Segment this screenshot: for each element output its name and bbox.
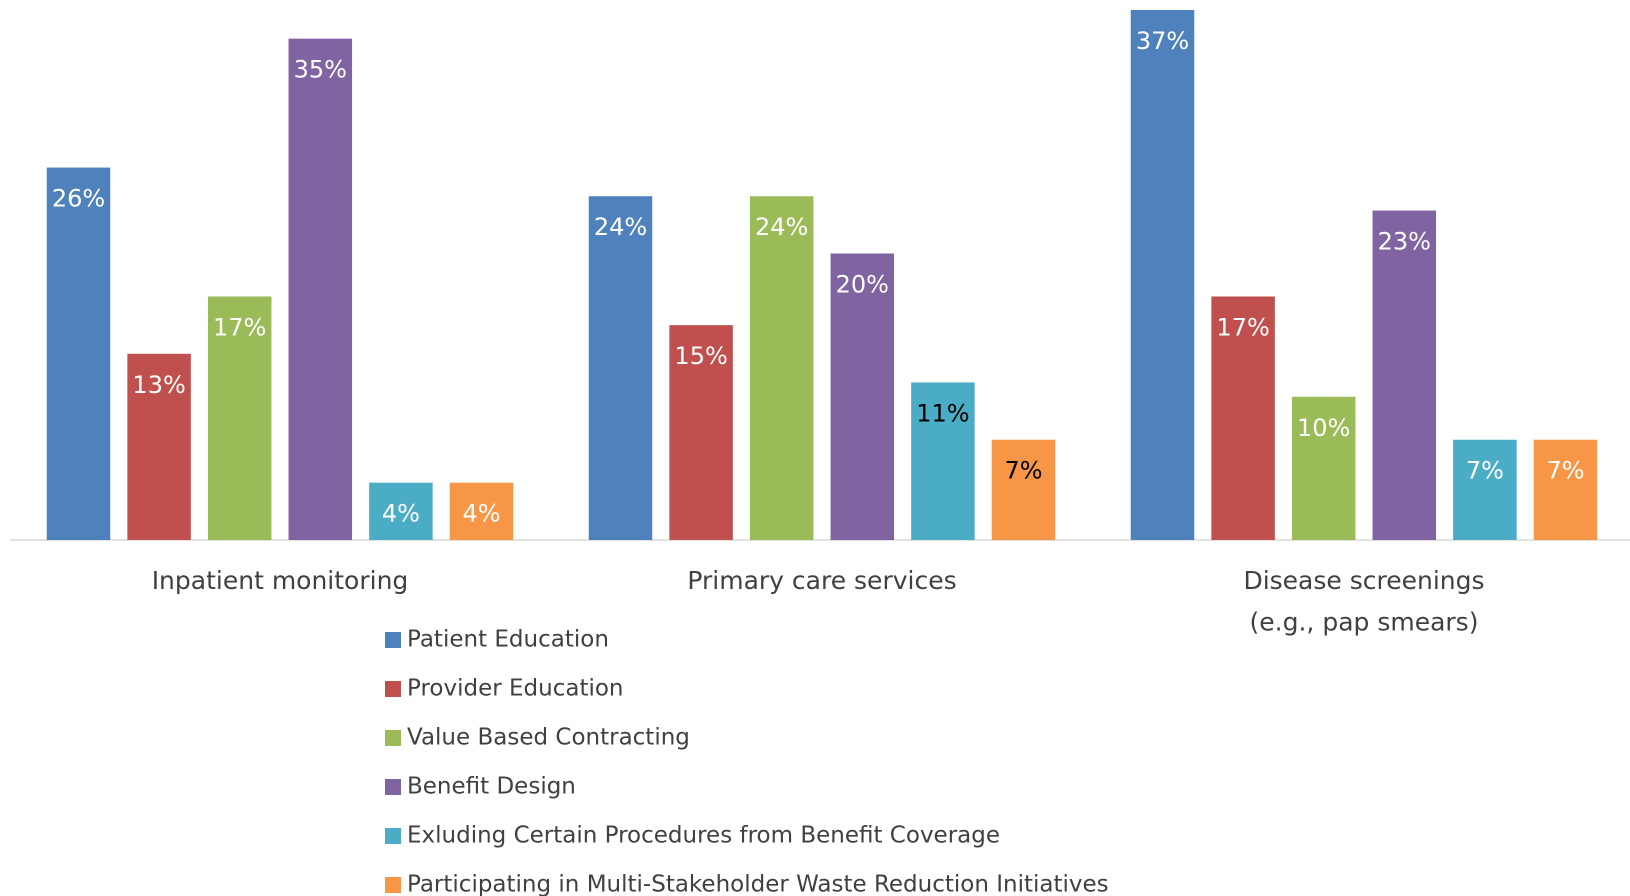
data-label: 7% bbox=[1546, 457, 1584, 485]
data-label: 35% bbox=[294, 56, 347, 84]
bar bbox=[449, 482, 514, 540]
bar bbox=[288, 38, 353, 540]
legend-label: Participating in Multi-Stakeholder Waste… bbox=[407, 872, 1109, 896]
data-label: 24% bbox=[594, 213, 647, 241]
legend-swatch bbox=[385, 681, 401, 697]
legend-label: Provider Education bbox=[407, 676, 624, 702]
bar bbox=[830, 253, 895, 540]
data-label: 17% bbox=[213, 313, 266, 341]
bar bbox=[1453, 439, 1517, 540]
data-label: 23% bbox=[1378, 228, 1431, 256]
data-label: 7% bbox=[1466, 457, 1504, 485]
bar bbox=[1372, 210, 1437, 541]
data-label: 7% bbox=[1004, 457, 1042, 485]
data-label: 4% bbox=[462, 500, 500, 528]
bar bbox=[911, 382, 975, 540]
legend-label: Benefit Design bbox=[407, 774, 576, 800]
data-label: 13% bbox=[132, 371, 185, 399]
legend-label: Exluding Certain Procedures from Benefit… bbox=[407, 823, 1000, 849]
data-label: 20% bbox=[836, 271, 889, 299]
data-label: 17% bbox=[1216, 313, 1269, 341]
bar bbox=[1211, 296, 1275, 540]
bar bbox=[127, 353, 191, 540]
legend-label: Patient Education bbox=[407, 627, 609, 653]
x-tick-label: Inpatient monitoring bbox=[152, 566, 409, 595]
bar bbox=[207, 296, 272, 540]
data-label: 11% bbox=[916, 399, 969, 427]
bar bbox=[46, 167, 111, 540]
x-tick-label: Disease screenings (e.g., pap smears) bbox=[1243, 566, 1484, 636]
data-label: 4% bbox=[382, 500, 420, 528]
legend-label: Value Based Contracting bbox=[407, 725, 690, 751]
bar bbox=[991, 439, 1056, 540]
data-label: 10% bbox=[1297, 414, 1350, 442]
legend-swatch bbox=[385, 779, 401, 795]
x-tick-label: Primary care services bbox=[687, 566, 956, 595]
bar bbox=[1130, 10, 1195, 540]
legend-swatch bbox=[385, 730, 401, 746]
legend-swatch bbox=[385, 877, 401, 893]
legend-swatch bbox=[385, 828, 401, 844]
data-label: 15% bbox=[674, 342, 727, 370]
data-label: 24% bbox=[755, 213, 808, 241]
bar bbox=[588, 196, 653, 540]
bar bbox=[369, 482, 433, 540]
data-label: 37% bbox=[1136, 27, 1189, 55]
bar bbox=[669, 325, 733, 540]
bar bbox=[1291, 396, 1356, 540]
bar bbox=[1533, 439, 1598, 540]
legend-swatch bbox=[385, 632, 401, 648]
bar bbox=[749, 196, 814, 540]
data-label: 26% bbox=[52, 185, 105, 213]
